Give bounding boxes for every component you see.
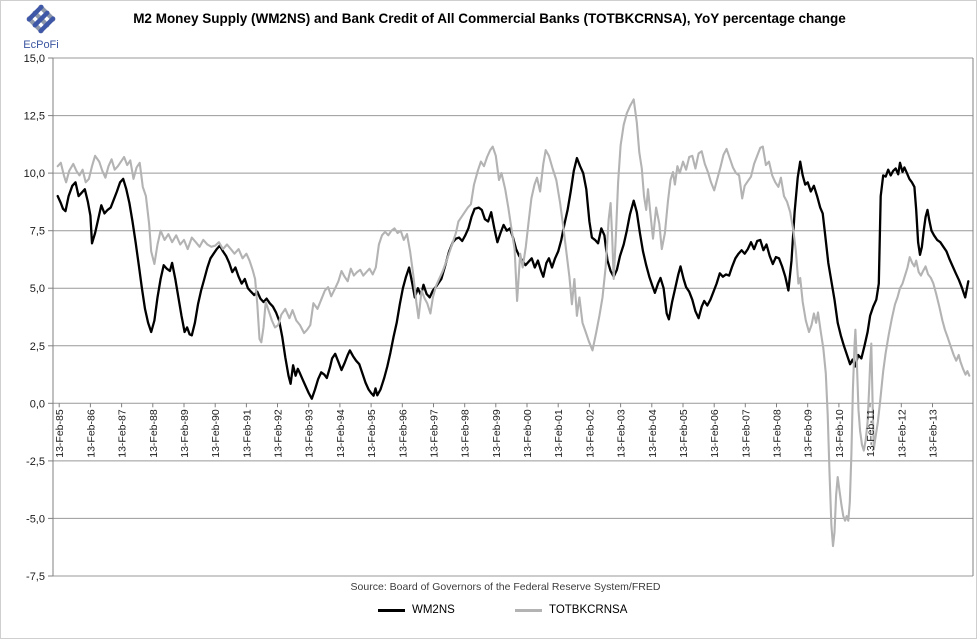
x-tick-label: 13-Feb-13 (928, 409, 940, 458)
y-tick-label: -2,5 (26, 456, 45, 468)
x-tick-label: 13-Feb-99 (491, 409, 503, 458)
x-tick-label: 13-Feb-08 (772, 409, 784, 458)
chart-title: M2 Money Supply (WM2NS) and Bank Credit … (133, 11, 846, 26)
y-tick-label: 15,0 (24, 53, 45, 65)
x-tick-label: 13-Feb-04 (647, 409, 659, 458)
x-tick-label: 13-Feb-94 (335, 409, 347, 458)
x-tick-label: 13-Feb-11 (865, 409, 877, 457)
source-note: Source: Board of Governors of the Federa… (350, 581, 661, 593)
y-tick-label: -7,5 (26, 571, 45, 583)
x-tick-label: 13-Feb-00 (522, 409, 534, 458)
x-tick-label: 13-Feb-02 (584, 409, 596, 458)
y-tick-label: 5,0 (30, 283, 45, 295)
legend-label-wm2ns: WM2NS (412, 604, 455, 616)
knot-icon (26, 4, 56, 34)
x-tick-label: 13-Feb-05 (678, 409, 690, 458)
wm2ns-line (56, 156, 970, 400)
x-tick-label: 13-Feb-86 (85, 409, 97, 458)
legend-label-totbkcrnsa: TOTBKCRNSA (549, 604, 628, 616)
x-tick-label: 13-Feb-85 (54, 409, 66, 458)
y-tick-label: -5,0 (26, 513, 45, 525)
x-tick-label: 13-Feb-93 (304, 409, 316, 458)
x-tick-label: 13-Feb-07 (740, 409, 752, 458)
y-tick-label: 2,5 (30, 341, 45, 353)
x-tick-label: 13-Feb-98 (460, 409, 472, 458)
y-tick-label: 10,0 (24, 168, 45, 180)
x-tick-label: 13-Feb-91 (241, 409, 253, 458)
x-tick-label: 13-Feb-95 (366, 409, 378, 458)
logo: EcPoFi (15, 4, 67, 51)
x-tick-label: 13-Feb-90 (210, 409, 222, 458)
x-tick-label: 13-Feb-87 (117, 409, 129, 458)
y-tick-label: 7,5 (30, 226, 45, 238)
totbkcrnsa-line (56, 98, 971, 548)
x-tick-label: 13-Feb-88 (148, 409, 160, 458)
logo-text: EcPoFi (23, 39, 59, 51)
x-tick-label: 13-Feb-06 (709, 409, 721, 458)
y-tick-label: 12,5 (24, 111, 45, 123)
x-tick-label: 13-Feb-92 (273, 409, 285, 458)
x-tick-label: 13-Feb-10 (834, 409, 846, 458)
x-tick-label: 13-Feb-03 (616, 409, 628, 458)
x-tick-label: 13-Feb-89 (179, 409, 191, 458)
y-tick-label: 0,0 (30, 398, 45, 410)
x-tick-label: 13-Feb-09 (803, 409, 815, 458)
x-tick-label: 13-Feb-97 (429, 409, 441, 458)
totbkcrnsa-line-swatch (515, 608, 542, 612)
x-tick-label: 13-Feb-01 (553, 409, 565, 458)
wm2ns-line-swatch (378, 608, 405, 612)
x-tick-label: 13-Feb-96 (397, 409, 409, 458)
x-tick-label: 13-Feb-12 (896, 409, 908, 458)
legend-item-wm2ns: WM2NS (378, 602, 455, 618)
legend-item-totbkcrnsa: TOTBKCRNSA (515, 602, 627, 618)
